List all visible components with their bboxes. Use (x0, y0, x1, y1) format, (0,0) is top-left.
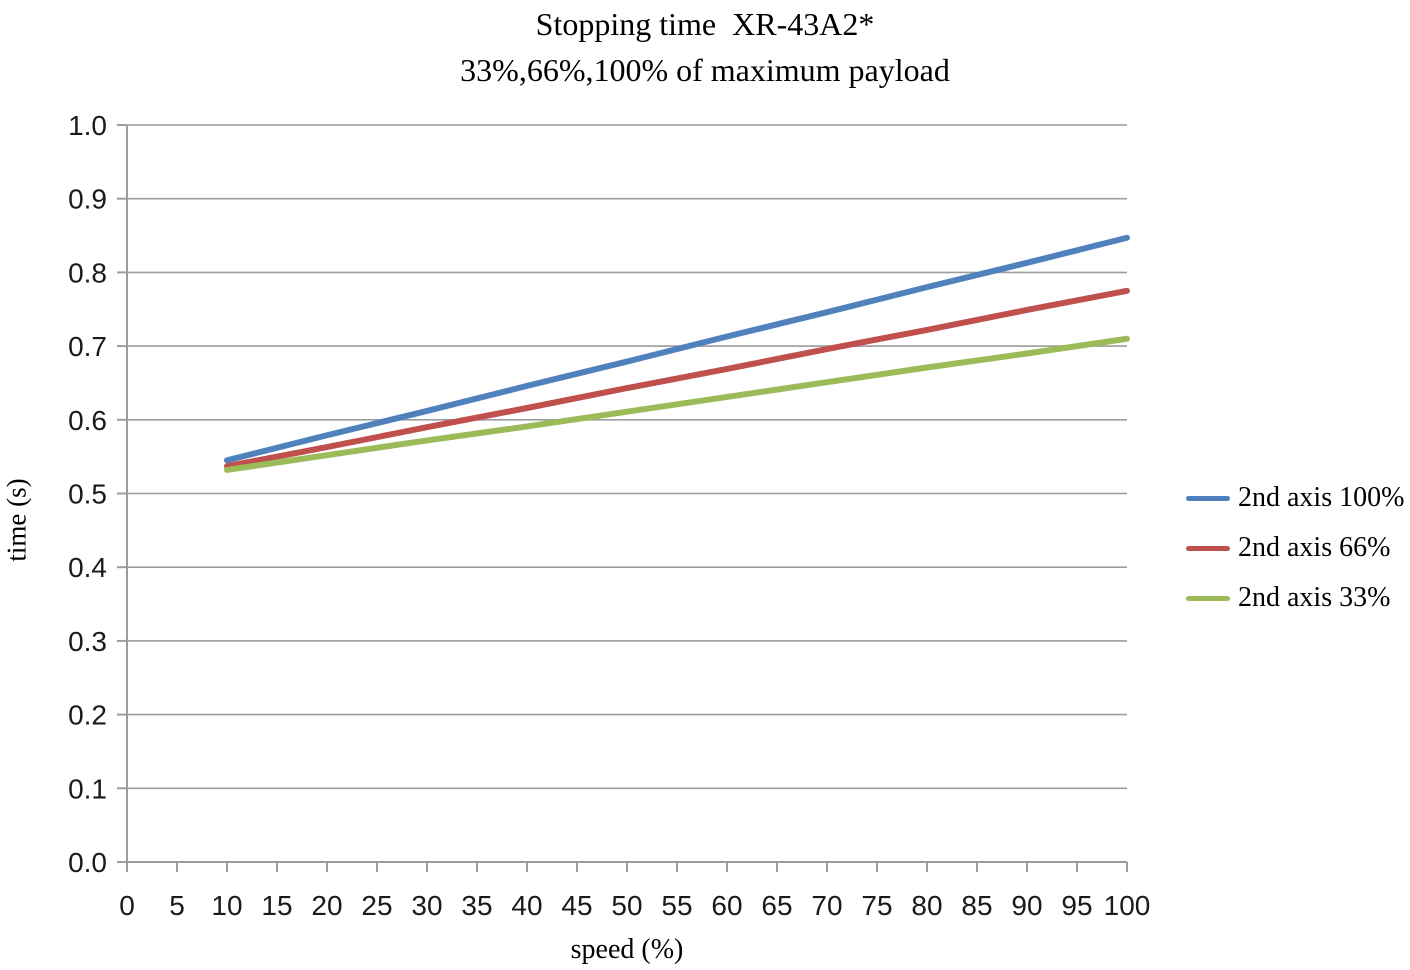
x-tick-label: 25 (361, 890, 392, 921)
x-tick-label: 10 (211, 890, 242, 921)
x-tick-label: 35 (461, 890, 492, 921)
legend-item-2: 2nd axis 33% (1186, 573, 1404, 623)
legend: 2nd axis 100% 2nd axis 66% 2nd axis 33% (1186, 473, 1404, 623)
x-tick-label: 90 (1011, 890, 1042, 921)
x-tick-label: 30 (411, 890, 442, 921)
y-tick-label: 0.7 (68, 331, 107, 362)
chart-subtitle: 33%,66%,100% of maximum payload (460, 52, 950, 88)
x-tick-label: 0 (119, 890, 135, 921)
legend-swatch-0 (1186, 495, 1230, 501)
legend-item-1: 2nd axis 66% (1186, 523, 1404, 573)
legend-swatch-2 (1186, 595, 1230, 601)
y-tick-label: 0.5 (68, 479, 107, 510)
x-tick-label: 95 (1061, 890, 1092, 921)
y-tick-label: 0.1 (68, 773, 107, 804)
x-tick-label: 45 (561, 890, 592, 921)
chart-title: Stopping time XR-43A2* (535, 6, 875, 42)
series-line-0 (224, 234, 1130, 464)
x-tick-label: 60 (711, 890, 742, 921)
x-axis-title: speed (%) (570, 934, 684, 965)
x-tick-label: 50 (611, 890, 642, 921)
x-tick-label: 20 (311, 890, 342, 921)
legend-swatch-1 (1186, 545, 1230, 551)
y-axis-title: time (s) (1, 478, 32, 562)
x-tick-label: 80 (911, 890, 942, 921)
x-tick-label: 100 (1104, 890, 1151, 921)
y-tick-label: 0.3 (68, 626, 107, 657)
x-tick-label: 70 (811, 890, 842, 921)
y-tick-label: 0.2 (68, 700, 107, 731)
y-tick-label: 1.0 (68, 110, 107, 141)
x-tick-label: 85 (961, 890, 992, 921)
x-tick-label: 55 (661, 890, 692, 921)
x-tick-label: 40 (511, 890, 542, 921)
legend-label-1: 2nd axis 66% (1238, 532, 1391, 563)
y-tick-label: 0.0 (68, 847, 107, 878)
y-tick-label: 0.4 (68, 552, 107, 583)
legend-item-0: 2nd axis 100% (1186, 473, 1404, 523)
y-tick-label: 0.9 (68, 184, 107, 215)
series-line-2 (224, 335, 1130, 473)
x-tick-label: 5 (169, 890, 185, 921)
y-tick-label: 0.8 (68, 257, 107, 288)
y-tick-label: 0.6 (68, 405, 107, 436)
series-line-1 (224, 287, 1130, 470)
x-tick-label: 75 (861, 890, 892, 921)
legend-label-0: 2nd axis 100% (1238, 482, 1405, 513)
x-tick-label: 65 (761, 890, 792, 921)
x-tick-label: 15 (261, 890, 292, 921)
legend-label-2: 2nd axis 33% (1238, 582, 1391, 613)
